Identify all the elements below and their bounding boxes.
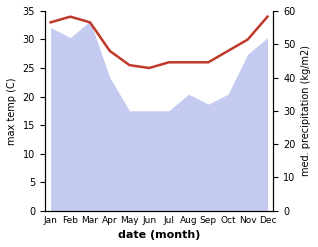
X-axis label: date (month): date (month) xyxy=(118,230,200,240)
Y-axis label: med. precipitation (kg/m2): med. precipitation (kg/m2) xyxy=(301,45,311,176)
Y-axis label: max temp (C): max temp (C) xyxy=(7,77,17,144)
